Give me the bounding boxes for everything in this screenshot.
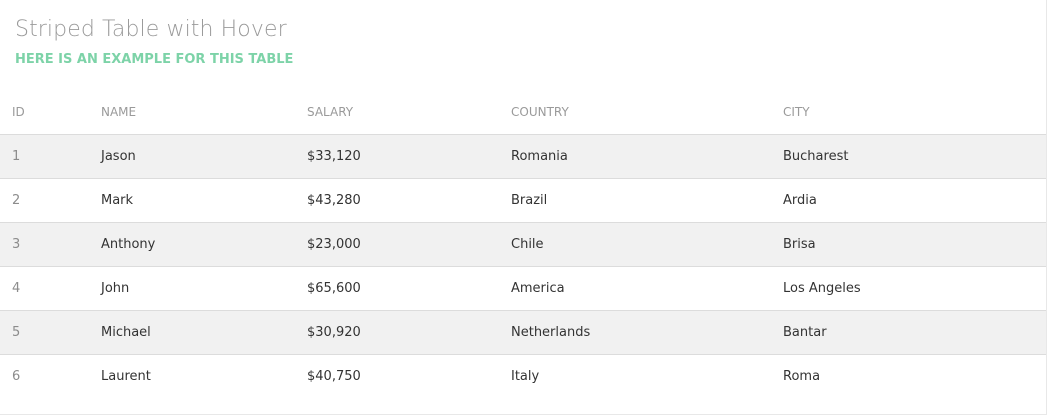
column-header-id: ID <box>0 90 101 135</box>
table-row[interactable]: 5 Michael $30,920 Netherlands Bantar <box>0 310 1046 355</box>
cell-name: Jason <box>101 134 307 179</box>
cell-name: Mark <box>101 178 307 223</box>
cell-id: 5 <box>0 310 101 355</box>
cell-city: Los Angeles <box>783 266 1046 311</box>
column-header-city: CITY <box>783 90 1046 135</box>
cell-country: Netherlands <box>511 310 783 355</box>
table-row[interactable]: 3 Anthony $23,000 Chile Brisa <box>0 222 1046 267</box>
cell-id: 3 <box>0 222 101 267</box>
table-row[interactable]: 2 Mark $43,280 Brazil Ardia <box>0 178 1046 223</box>
table-row[interactable]: 6 Laurent $40,750 Italy Roma <box>0 355 1046 399</box>
cell-city: Bucharest <box>783 134 1046 179</box>
cell-city: Bantar <box>783 310 1046 355</box>
table-header-row: ID NAME SALARY COUNTRY CITY <box>0 90 1046 135</box>
cell-id: 4 <box>0 266 101 311</box>
cell-id: 1 <box>0 134 101 179</box>
cell-name: Michael <box>101 310 307 355</box>
page-title: Striped Table with Hover <box>15 17 287 42</box>
cell-country: Chile <box>511 222 783 267</box>
table-row[interactable]: 4 John $65,600 America Los Angeles <box>0 266 1046 311</box>
cell-city: Roma <box>783 369 821 384</box>
cell-id: 2 <box>0 178 101 223</box>
cell-salary: $23,000 <box>307 222 511 267</box>
cell-name: Anthony <box>101 222 307 267</box>
table-row[interactable]: 1 Jason $33,120 Romania Bucharest <box>0 134 1046 179</box>
cell-country: Romania <box>511 134 783 179</box>
column-header-name: NAME <box>101 90 307 135</box>
cell-name: Laurent <box>101 369 151 384</box>
cell-salary: $43,280 <box>307 178 511 223</box>
striped-table: ID NAME SALARY COUNTRY CITY 1 Jason $33,… <box>0 90 1046 398</box>
cell-country: Brazil <box>511 178 783 223</box>
cell-salary: $65,600 <box>307 266 511 311</box>
cell-id: 6 <box>12 369 21 384</box>
cell-city: Brisa <box>783 222 1046 267</box>
column-header-salary: SALARY <box>307 90 511 135</box>
cell-country: Italy <box>511 369 540 384</box>
cell-name: John <box>101 266 307 311</box>
column-header-country: COUNTRY <box>511 90 783 135</box>
cell-city: Ardia <box>783 178 1046 223</box>
cell-country: America <box>511 266 783 311</box>
cell-salary: $30,920 <box>307 310 511 355</box>
cell-salary: $33,120 <box>307 134 511 179</box>
cell-salary: $40,750 <box>307 369 361 384</box>
page-subtitle: HERE IS AN EXAMPLE FOR THIS TABLE <box>15 52 294 67</box>
